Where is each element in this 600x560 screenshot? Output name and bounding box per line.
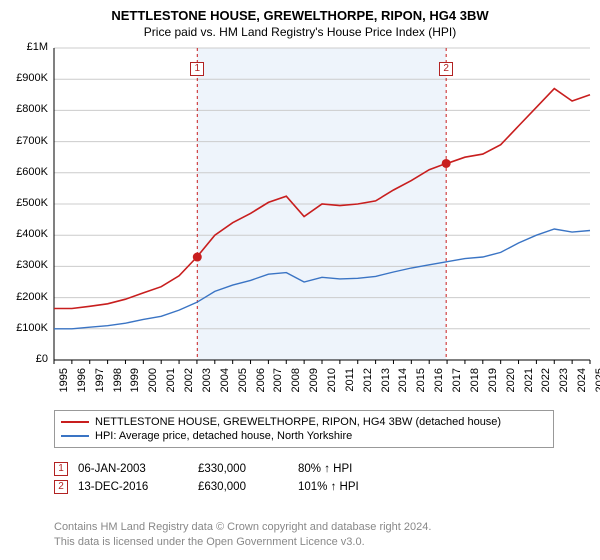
legend-label-hpi: HPI: Average price, detached house, Nort… bbox=[95, 430, 352, 442]
y-tick-label: £0 bbox=[2, 353, 48, 365]
x-tick-label: 2022 bbox=[540, 368, 552, 408]
transaction-price: £330,000 bbox=[198, 463, 288, 475]
legend: NETTLESTONE HOUSE, GREWELTHORPE, RIPON, … bbox=[54, 410, 554, 448]
x-tick-label: 2013 bbox=[380, 368, 392, 408]
y-tick-label: £1M bbox=[2, 41, 48, 53]
x-tick-label: 2003 bbox=[201, 368, 213, 408]
sale-marker-flag: 2 bbox=[439, 62, 453, 76]
transaction-row: 2 13-DEC-2016 £630,000 101% ↑ HPI bbox=[54, 478, 388, 496]
legend-label-subject: NETTLESTONE HOUSE, GREWELTHORPE, RIPON, … bbox=[95, 416, 501, 428]
chart-container: NETTLESTONE HOUSE, GREWELTHORPE, RIPON, … bbox=[0, 0, 600, 560]
transaction-marker: 1 bbox=[54, 462, 68, 476]
x-tick-label: 2010 bbox=[326, 368, 338, 408]
x-tick-label: 2019 bbox=[487, 368, 499, 408]
x-tick-label: 2023 bbox=[558, 368, 570, 408]
x-tick-label: 2011 bbox=[344, 368, 356, 408]
y-tick-label: £900K bbox=[2, 72, 48, 84]
x-tick-label: 2005 bbox=[237, 368, 249, 408]
y-tick-label: £300K bbox=[2, 259, 48, 271]
y-tick-label: £200K bbox=[2, 291, 48, 303]
y-tick-label: £100K bbox=[2, 322, 48, 334]
x-tick-label: 2021 bbox=[523, 368, 535, 408]
x-tick-label: 2015 bbox=[415, 368, 427, 408]
x-tick-label: 1997 bbox=[94, 368, 106, 408]
x-tick-label: 2006 bbox=[255, 368, 267, 408]
y-tick-label: £600K bbox=[2, 166, 48, 178]
x-tick-label: 2014 bbox=[397, 368, 409, 408]
sale-marker-flag: 1 bbox=[190, 62, 204, 76]
transaction-date: 13-DEC-2016 bbox=[78, 481, 188, 493]
x-tick-label: 2000 bbox=[147, 368, 159, 408]
x-tick-label: 1999 bbox=[129, 368, 141, 408]
x-tick-label: 2007 bbox=[272, 368, 284, 408]
x-tick-label: 2008 bbox=[290, 368, 302, 408]
x-tick-label: 2025 bbox=[594, 368, 600, 408]
x-tick-label: 2001 bbox=[165, 368, 177, 408]
x-tick-label: 2020 bbox=[505, 368, 517, 408]
transaction-row: 1 06-JAN-2003 £330,000 80% ↑ HPI bbox=[54, 460, 388, 478]
x-tick-label: 2016 bbox=[433, 368, 445, 408]
x-tick-label: 1995 bbox=[58, 368, 70, 408]
footnote-line: This data is licensed under the Open Gov… bbox=[54, 535, 431, 550]
x-tick-label: 2012 bbox=[362, 368, 374, 408]
y-tick-label: £700K bbox=[2, 135, 48, 147]
transaction-delta: 80% ↑ HPI bbox=[298, 463, 388, 475]
legend-row: NETTLESTONE HOUSE, GREWELTHORPE, RIPON, … bbox=[61, 415, 547, 429]
legend-swatch-subject bbox=[61, 421, 89, 423]
transaction-date: 06-JAN-2003 bbox=[78, 463, 188, 475]
x-tick-label: 1998 bbox=[112, 368, 124, 408]
x-tick-label: 2024 bbox=[576, 368, 588, 408]
transactions-table: 1 06-JAN-2003 £330,000 80% ↑ HPI 2 13-DEC-201… bbox=[54, 460, 388, 496]
x-tick-label: 2004 bbox=[219, 368, 231, 408]
transaction-price: £630,000 bbox=[198, 481, 288, 493]
x-tick-label: 2017 bbox=[451, 368, 463, 408]
transaction-delta: 101% ↑ HPI bbox=[298, 481, 388, 493]
transaction-marker: 2 bbox=[54, 480, 68, 494]
chart-canvas bbox=[0, 0, 600, 368]
legend-swatch-hpi bbox=[61, 435, 89, 437]
x-tick-label: 1996 bbox=[76, 368, 88, 408]
x-tick-label: 2018 bbox=[469, 368, 481, 408]
footnote: Contains HM Land Registry data © Crown c… bbox=[54, 520, 431, 550]
footnote-line: Contains HM Land Registry data © Crown c… bbox=[54, 520, 431, 535]
y-tick-label: £400K bbox=[2, 228, 48, 240]
y-tick-label: £800K bbox=[2, 103, 48, 115]
y-tick-label: £500K bbox=[2, 197, 48, 209]
legend-row: HPI: Average price, detached house, Nort… bbox=[61, 429, 547, 443]
x-tick-label: 2009 bbox=[308, 368, 320, 408]
x-tick-label: 2002 bbox=[183, 368, 195, 408]
